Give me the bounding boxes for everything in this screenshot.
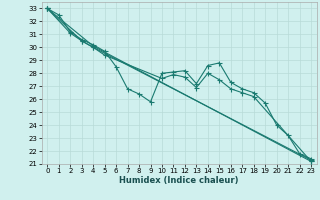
X-axis label: Humidex (Indice chaleur): Humidex (Indice chaleur) xyxy=(119,176,239,185)
